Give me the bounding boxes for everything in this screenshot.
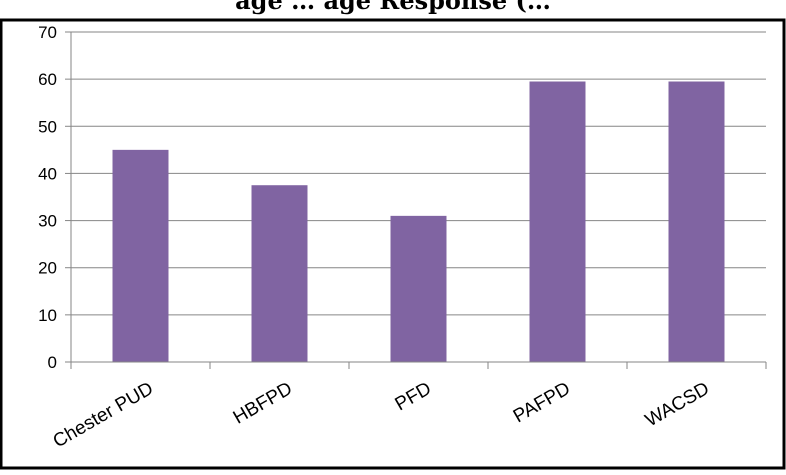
x-tick-label: WACSD xyxy=(642,378,713,431)
chart-title-fragment: age … age Response (… xyxy=(235,0,551,15)
bar-pfd xyxy=(390,215,447,362)
bar-pafpd xyxy=(529,81,586,362)
bar-chester-pud xyxy=(112,149,169,362)
y-tick-label: 20 xyxy=(38,259,57,278)
x-tick-label: PFD xyxy=(392,378,435,415)
y-tick-label: 70 xyxy=(38,23,57,42)
bar-hbfpd xyxy=(251,185,308,362)
x-tick-label: Chester PUD xyxy=(50,378,157,452)
y-tick-label: 10 xyxy=(38,306,57,325)
y-tick-label: 50 xyxy=(38,117,57,136)
bar-wacsd xyxy=(668,81,725,362)
x-tick-label: HBFPD xyxy=(230,378,296,428)
y-tick-label: 60 xyxy=(38,70,57,89)
chart-border xyxy=(0,18,786,470)
x-tick-label: PAFPD xyxy=(510,378,574,427)
y-tick-label: 0 xyxy=(48,353,57,372)
y-tick-label: 30 xyxy=(38,212,57,231)
y-tick-label: 40 xyxy=(38,164,57,183)
